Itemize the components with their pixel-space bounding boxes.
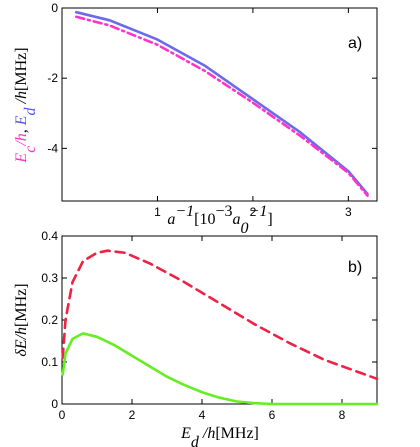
a-xlabel-a0: a [233, 211, 241, 228]
a-ylabel-ed-h: /h [13, 91, 30, 107]
b-series-line-0 [61, 249, 379, 381]
a-ylabel-ed-e: E [13, 115, 30, 126]
a-series-line-0 [75, 10, 369, 196]
panel-b-x-axis-label: Ed /h[MHz] [180, 425, 259, 447]
b-ylabel-de: δE [13, 339, 30, 356]
a-xlabel-a0-sub: 0 [241, 220, 249, 237]
b-x-tick-label: 0 [59, 408, 66, 422]
a-ylabel-unit: [MHz] [13, 47, 30, 91]
panel-a-x-axis-label: a−1[10−3a0−1] [167, 203, 272, 237]
b-ylabel-h: /h [13, 327, 30, 340]
panel-b-ticks: 0 2 4 6 8 0 0.1 0.2 0.3 0.4 [41, 229, 377, 422]
b-xlabel-e: E [180, 425, 191, 442]
panel-b-frame [61, 235, 378, 405]
a-xlabel-bracket-open: [10 [194, 211, 215, 228]
b-series-line-1 [61, 332, 379, 406]
a-xlabel-exp1: −1 [175, 203, 194, 220]
panel-a: 1 2 30-2-4 a) Ec/h, Ed /h[MHz] a−1[10−3a0−… [13, 1, 378, 237]
b-ylabel-unit: [MHz] [13, 283, 30, 327]
panel-b-y-axis-label: δE/h[MHz] [13, 283, 30, 356]
panel-a-label: a) [348, 35, 362, 52]
panel-a-ticks: 1 2 3 0 -2 -4 [47, 1, 377, 219]
a-y-tick-label: 0 [51, 1, 58, 15]
a-ylabel-ec-e: E [13, 153, 30, 164]
a-ylabel-ed-sub: d [22, 106, 39, 115]
b-y-tick-label: 0.3 [41, 271, 58, 285]
b-xlabel-h: /h [199, 425, 215, 442]
panel-a-frame [61, 7, 378, 202]
panel-b-label: b) [348, 259, 362, 276]
a-xlabel-exp3: −1 [249, 203, 268, 220]
a-xlabel-exp2: −3 [215, 203, 232, 220]
panel-a-series [75, 10, 369, 197]
a-ylabel-ec-h: /h [13, 133, 30, 146]
a-xlabel-a: a [167, 211, 175, 228]
a-y-tick-label: -4 [47, 141, 58, 155]
b-y-tick-label: 0 [51, 397, 58, 411]
a-xlabel-bracket-close: ] [267, 211, 272, 228]
b-y-tick-label: 0.4 [41, 229, 58, 243]
panel-b-series [61, 249, 379, 406]
b-xlabel-sub: d [191, 434, 200, 447]
b-y-tick-label: 0.2 [41, 313, 58, 327]
a-x-tick-label: 2 [250, 205, 257, 219]
panel-a-y-axis-label: Ec/h, Ed /h[MHz] [13, 47, 39, 163]
a-ylabel-comma: , [13, 125, 30, 133]
b-xlabel-unit: [MHz] [215, 425, 259, 442]
b-x-tick-label: 8 [339, 408, 346, 422]
panel-b: 0 2 4 6 800.10.20.30.4 b) δE/h[MHz] Ed /h[MH… [13, 229, 379, 447]
b-y-tick-label: 0.1 [41, 355, 58, 369]
a-y-tick-label: -2 [47, 71, 58, 85]
a-x-tick-label: 3 [345, 205, 352, 219]
a-series-line-1 [75, 15, 369, 197]
a-x-tick-label: 1 [154, 205, 161, 219]
b-x-tick-label: 2 [129, 408, 136, 422]
b-x-tick-label: 6 [269, 408, 276, 422]
b-x-tick-label: 4 [199, 408, 206, 422]
a-ylabel-ec-sub: c [22, 146, 39, 153]
